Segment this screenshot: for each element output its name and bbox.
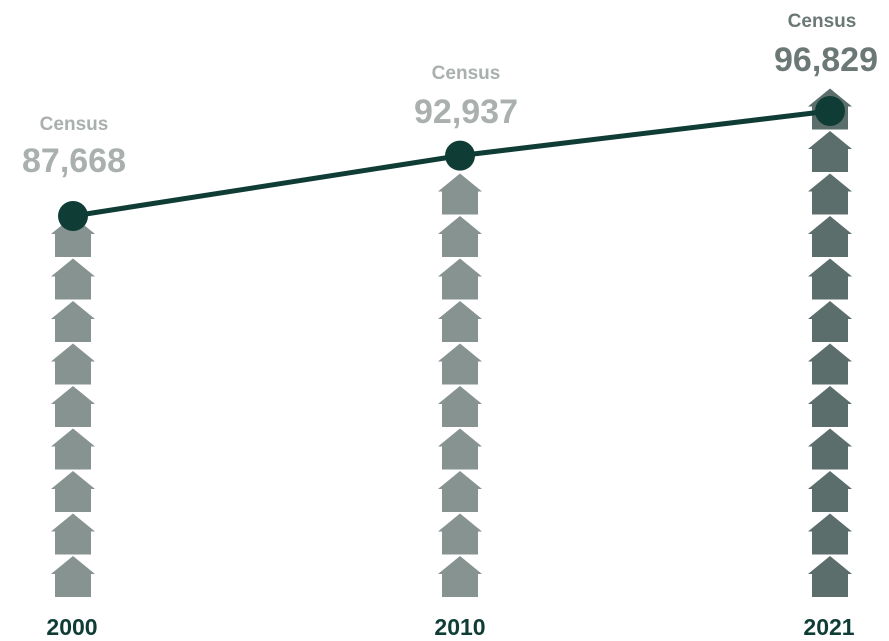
annotation-value-2000: 87,668 xyxy=(22,142,126,180)
house-icon xyxy=(51,556,95,597)
house-icon xyxy=(808,131,852,172)
annotation-value-2010: 92,937 xyxy=(414,93,518,131)
point-markers xyxy=(58,96,845,231)
house-icon xyxy=(438,386,482,427)
house-icon xyxy=(438,471,482,512)
house-icon xyxy=(438,258,482,300)
house-icon xyxy=(808,386,852,427)
house-icon xyxy=(438,301,482,342)
data-point-2010 xyxy=(445,140,475,171)
house-icon xyxy=(51,301,95,342)
data-point-2021 xyxy=(815,96,845,126)
house-icon xyxy=(51,386,95,427)
house-icon xyxy=(808,173,852,215)
house-icon xyxy=(51,428,95,470)
house-icon xyxy=(51,343,95,385)
annotation-label-2010: Census xyxy=(432,63,501,84)
house-icon xyxy=(438,428,482,470)
house-icon xyxy=(438,556,482,597)
house-icon xyxy=(438,513,482,555)
house-columns xyxy=(51,88,852,597)
x-tick-label-2000: 2000 xyxy=(46,614,97,640)
house-icon xyxy=(808,258,852,300)
house-icon xyxy=(438,216,482,257)
annotation-label-2021: Census xyxy=(788,11,857,32)
house-icon xyxy=(51,513,95,555)
house-icon xyxy=(438,343,482,385)
house-icon xyxy=(51,258,95,300)
x-tick-label-2010: 2010 xyxy=(434,614,485,640)
x-tick-label-2021: 2021 xyxy=(803,614,854,640)
house-icon xyxy=(808,301,852,342)
house-icon xyxy=(808,216,852,257)
house-icon xyxy=(51,216,95,257)
house-icon xyxy=(438,173,482,215)
annotation-value-2021: 96,829 xyxy=(774,41,878,79)
house-icon xyxy=(808,556,852,597)
data-point-2000 xyxy=(58,201,88,231)
house-icon xyxy=(808,343,852,385)
house-icon xyxy=(51,471,95,512)
house-icon xyxy=(808,428,852,470)
annotation-label-2000: Census xyxy=(40,114,109,135)
house-icon xyxy=(808,513,852,555)
house-icon xyxy=(808,471,852,512)
